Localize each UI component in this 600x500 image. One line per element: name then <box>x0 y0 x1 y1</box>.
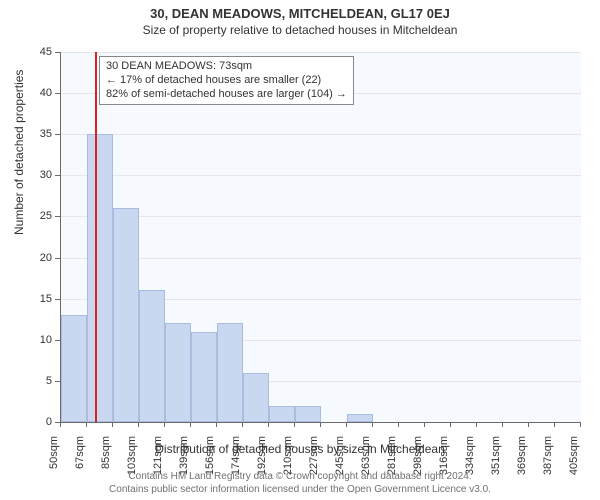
x-tick-mark <box>554 422 555 427</box>
footer: Contains HM Land Registry data © Crown c… <box>0 470 600 496</box>
histogram-bar <box>347 414 373 422</box>
plot-area: 30 DEAN MEADOWS: 73sqm ← 17% of detached… <box>60 52 581 423</box>
y-tick-label: 10 <box>40 334 52 346</box>
x-tick-mark <box>112 422 113 427</box>
gridline <box>61 134 581 135</box>
annotation-box: 30 DEAN MEADOWS: 73sqm ← 17% of detached… <box>99 56 354 105</box>
histogram-bar <box>139 290 165 422</box>
x-tick-mark <box>190 422 191 427</box>
page-subtitle: Size of property relative to detached ho… <box>0 21 600 37</box>
y-axis-ticks: 051015202530354045 <box>0 52 56 422</box>
footer-line2: Contains public sector information licen… <box>0 483 600 496</box>
gridline <box>61 175 581 176</box>
x-tick-mark <box>476 422 477 427</box>
x-tick-mark <box>502 422 503 427</box>
gridline <box>61 258 581 259</box>
gridline <box>61 52 581 53</box>
x-tick-mark <box>398 422 399 427</box>
x-tick-mark <box>372 422 373 427</box>
y-tick-label: 15 <box>40 293 52 305</box>
x-tick-mark <box>138 422 139 427</box>
x-tick-mark <box>268 422 269 427</box>
y-tick-label: 45 <box>40 46 52 58</box>
histogram-bar <box>191 332 217 422</box>
gridline <box>61 216 581 217</box>
x-tick-mark <box>580 422 581 427</box>
y-tick-label: 5 <box>46 375 52 387</box>
y-tick-label: 35 <box>40 128 52 140</box>
x-axis-label: Distribution of detached houses by size … <box>0 442 600 456</box>
y-tick-label: 30 <box>40 169 52 181</box>
annotation-line1: 30 DEAN MEADOWS: 73sqm <box>106 60 347 74</box>
annotation-line2: ← 17% of detached houses are smaller (22… <box>106 74 347 88</box>
chart-container: 30, DEAN MEADOWS, MITCHELDEAN, GL17 0EJ … <box>0 0 600 500</box>
histogram-bar <box>217 323 243 422</box>
marker-line <box>95 52 97 422</box>
x-tick-mark <box>424 422 425 427</box>
footer-line1: Contains HM Land Registry data © Crown c… <box>0 470 600 483</box>
x-tick-mark <box>242 422 243 427</box>
histogram-bar <box>295 406 321 422</box>
y-tick-label: 0 <box>46 416 52 428</box>
histogram-bar <box>243 373 269 422</box>
x-tick-mark <box>320 422 321 427</box>
y-tick-label: 25 <box>40 210 52 222</box>
histogram-bar <box>113 208 139 422</box>
x-tick-mark <box>294 422 295 427</box>
x-tick-mark <box>528 422 529 427</box>
x-tick-mark <box>60 422 61 427</box>
x-tick-mark <box>346 422 347 427</box>
x-tick-mark <box>216 422 217 427</box>
histogram-bar <box>269 406 295 422</box>
histogram-bar <box>61 315 87 422</box>
histogram-bar <box>87 134 113 422</box>
y-tick-label: 40 <box>40 87 52 99</box>
x-tick-mark <box>164 422 165 427</box>
page-title: 30, DEAN MEADOWS, MITCHELDEAN, GL17 0EJ <box>0 0 600 21</box>
annotation-line3: 82% of semi-detached houses are larger (… <box>106 88 347 102</box>
x-tick-mark <box>450 422 451 427</box>
y-tick-label: 20 <box>40 252 52 264</box>
plot-outer: 30 DEAN MEADOWS: 73sqm ← 17% of detached… <box>60 52 580 422</box>
histogram-bar <box>165 323 191 422</box>
x-tick-mark <box>86 422 87 427</box>
